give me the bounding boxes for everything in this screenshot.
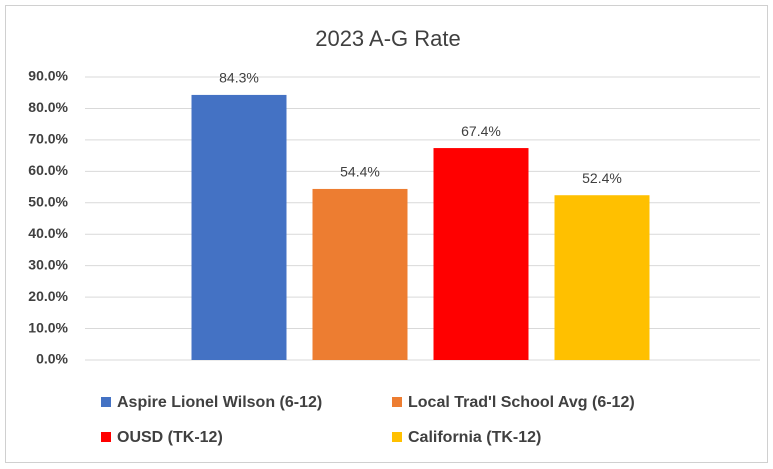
y-tick-label: 0.0%	[36, 351, 68, 367]
y-tick-label: 90.0%	[28, 68, 68, 84]
y-tick-label: 30.0%	[28, 256, 68, 272]
legend-swatch	[392, 432, 402, 442]
y-tick-label: 70.0%	[28, 131, 68, 147]
legend-swatch	[101, 397, 111, 407]
legend-swatch	[392, 397, 402, 407]
y-tick-label: 20.0%	[28, 288, 68, 304]
y-tick-label: 60.0%	[28, 162, 68, 178]
data-label: 52.4%	[582, 170, 622, 186]
legend-label: OUSD (TK-12)	[117, 429, 223, 446]
data-label: 54.4%	[340, 164, 380, 180]
data-label: 67.4%	[461, 123, 501, 139]
data-label: 84.3%	[219, 70, 259, 86]
bar	[433, 148, 529, 360]
bar	[554, 195, 650, 360]
y-tick-label: 10.0%	[28, 319, 68, 335]
legend-label: Local Trad'l School Avg (6-12)	[408, 394, 635, 411]
bar	[312, 188, 408, 360]
y-tick-label: 50.0%	[28, 193, 68, 209]
y-tick-label: 80.0%	[28, 99, 68, 115]
legend-label: California (TK-12)	[408, 429, 541, 446]
legend-swatch	[101, 432, 111, 442]
y-tick-label: 40.0%	[28, 225, 68, 241]
bar	[191, 94, 287, 360]
chart-title: 2023 A-G Rate	[315, 26, 461, 51]
legend-label: Aspire Lionel Wilson (6-12)	[117, 394, 322, 411]
